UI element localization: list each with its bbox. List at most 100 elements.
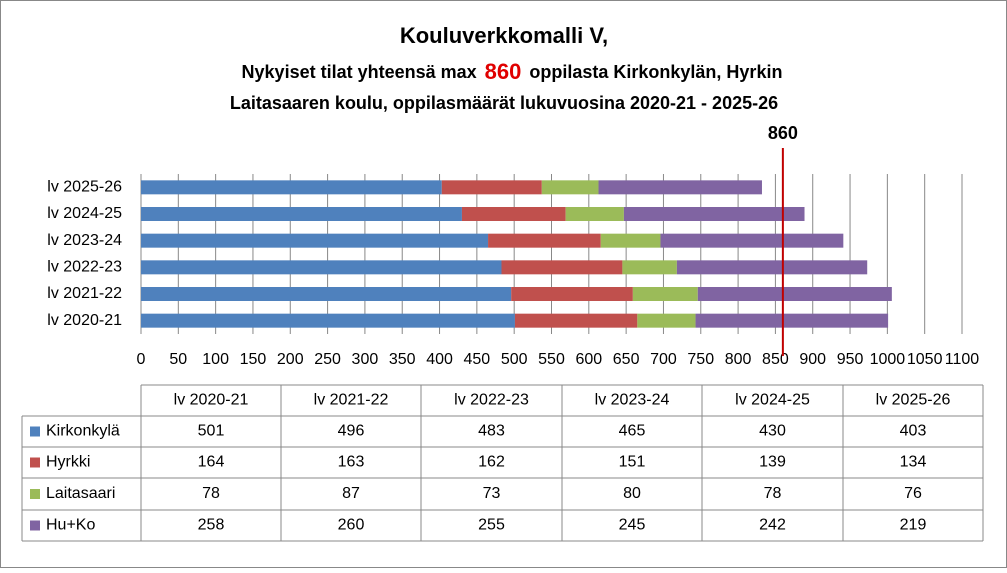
legend-label: Kirkonkylä: [46, 423, 120, 440]
bar-segment: [141, 260, 502, 275]
x-tick-label: 1000: [870, 351, 906, 368]
x-tick-label: 850: [762, 351, 789, 368]
bar-segment: [141, 207, 462, 221]
table-cell: 242: [759, 517, 786, 534]
table-cell: 403: [900, 423, 927, 440]
bar-segment: [623, 207, 805, 221]
x-tick-label: 350: [389, 351, 416, 368]
bar-segment: [501, 260, 623, 275]
table-cell: 483: [478, 423, 505, 440]
bar-segment: [141, 287, 512, 301]
x-tick-label: 450: [464, 351, 491, 368]
y-tick-label: lv 2025-26: [47, 179, 122, 196]
x-tick-label: 1100: [945, 351, 980, 368]
bar-segment: [695, 313, 889, 328]
table-header: lv 2023-24: [595, 392, 670, 409]
subtitle-part: 860: [485, 59, 522, 84]
legend-key: [30, 457, 40, 468]
bar-segment: [541, 180, 599, 195]
bar-segment: [511, 287, 633, 301]
x-tick-label: 150: [240, 351, 267, 368]
bar-segment: [697, 287, 892, 301]
bar-segment: [461, 207, 566, 221]
x-tick-label: 200: [277, 351, 304, 368]
x-tick-label: 500: [501, 351, 528, 368]
legend-key: [30, 489, 40, 499]
chart-subtitle: Nykyiset tilat yhteensä max 860 oppilasta …: [242, 59, 783, 84]
bar-segment: [637, 313, 696, 328]
legend-key: [30, 520, 40, 531]
chart-subtitle: Laitasaaren koulu, oppilasmäärät lukuvuo…: [230, 93, 778, 113]
table-header: lv 2024-25: [735, 392, 810, 409]
bar-segment: [676, 260, 868, 275]
bar-segment: [141, 313, 515, 328]
x-tick-label: 550: [538, 351, 565, 368]
x-tick-label: 1050: [907, 351, 943, 368]
x-tick-label: 750: [687, 351, 714, 368]
table-cell: 258: [198, 517, 225, 534]
x-tick-label: 50: [169, 351, 187, 368]
bar-segment: [660, 233, 844, 248]
x-tick-label: 300: [352, 351, 379, 368]
table-cell: 78: [202, 485, 220, 502]
table-cell: 76: [904, 485, 922, 502]
bar-segment: [600, 233, 661, 248]
x-tick-label: 950: [837, 351, 864, 368]
x-tick-label: 250: [314, 351, 341, 368]
chart-title: Kouluverkkomalli V,: [400, 23, 608, 48]
bar-segment: [632, 287, 698, 301]
x-tick-label: 900: [799, 351, 826, 368]
reference-label: 860: [768, 123, 798, 143]
table-header: lv 2025-26: [876, 392, 951, 409]
legend-label: Hu+Ko: [46, 517, 95, 534]
bar-segment: [141, 233, 489, 248]
bar-segment: [488, 233, 601, 248]
table-cell: 80: [623, 485, 641, 502]
table-cell: 134: [900, 454, 927, 471]
bar-segment: [441, 180, 542, 195]
table-cell: 501: [198, 423, 225, 440]
table-cell: 87: [342, 485, 360, 502]
bar-segment: [514, 313, 638, 328]
y-tick-label: lv 2021-22: [47, 285, 122, 302]
table-cell: 163: [338, 454, 365, 471]
x-tick-label: 700: [650, 351, 677, 368]
x-tick-label: 650: [613, 351, 640, 368]
table-cell: 219: [900, 517, 927, 534]
table-header: lv 2021-22: [314, 392, 389, 409]
subtitle-part: Nykyiset tilat yhteensä max: [242, 62, 477, 82]
y-tick-label: lv 2022-23: [47, 259, 122, 276]
x-tick-label: 400: [426, 351, 453, 368]
bar-segment: [598, 180, 762, 195]
table-header: lv 2020-21: [174, 392, 249, 409]
x-tick-label: 600: [575, 351, 602, 368]
x-tick-label: 100: [202, 351, 229, 368]
bar-segment: [622, 260, 677, 275]
table-cell: 465: [619, 423, 646, 440]
legend-key: [30, 426, 40, 437]
x-tick-label: 800: [725, 351, 752, 368]
legend-label: Laitasaari: [46, 485, 115, 502]
table-cell: 73: [483, 485, 501, 502]
table-cell: 260: [338, 517, 365, 534]
table-cell: 151: [619, 454, 646, 471]
table-header: lv 2022-23: [454, 392, 529, 409]
table-cell: 430: [759, 423, 786, 440]
y-tick-label: lv 2024-25: [47, 205, 122, 222]
subtitle-part: oppilasta Kirkonkylän, Hyrkin: [529, 62, 782, 82]
y-tick-label: lv 2023-24: [47, 232, 122, 249]
table-cell: 255: [478, 517, 505, 534]
bar-segment: [141, 180, 442, 195]
table-cell: 164: [198, 454, 225, 471]
table-cell: 162: [478, 454, 505, 471]
table-cell: 139: [759, 454, 786, 471]
legend-label: Hyrkki: [46, 454, 90, 471]
bar-segment: [565, 207, 624, 221]
table-cell: 496: [338, 423, 365, 440]
y-tick-label: lv 2020-21: [47, 312, 122, 329]
x-tick-label: 0: [137, 351, 146, 368]
table-cell: 245: [619, 517, 646, 534]
table-cell: 78: [764, 485, 782, 502]
